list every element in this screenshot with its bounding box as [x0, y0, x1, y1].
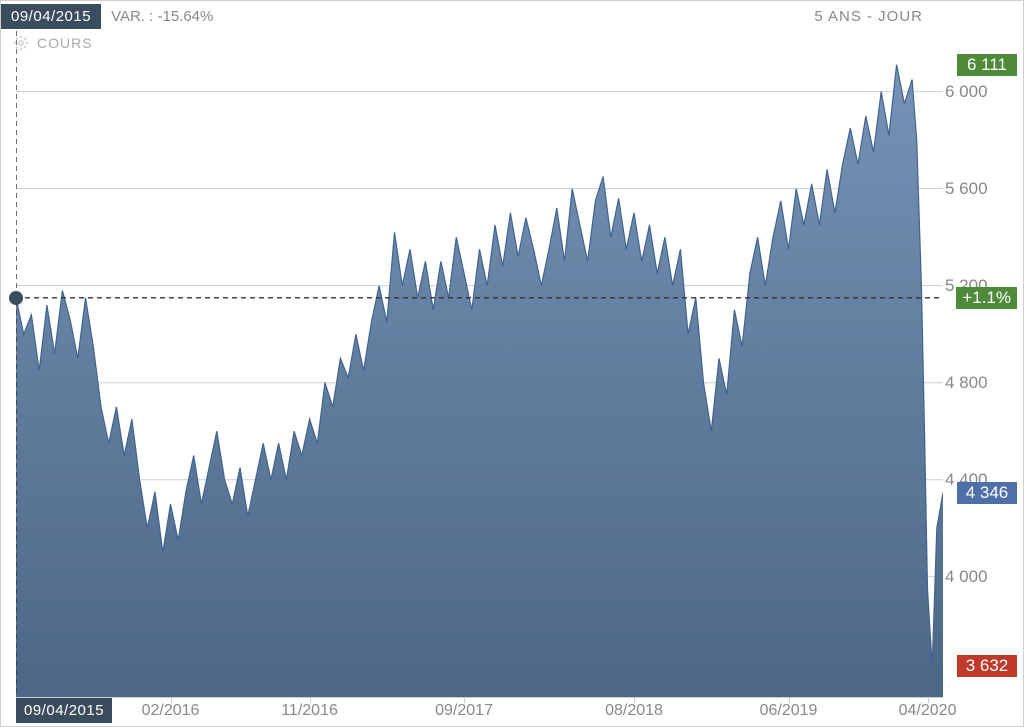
range-label: 5 ANS - JOUR	[814, 8, 923, 25]
x-tick-label: 04/2020	[899, 702, 957, 720]
reference-dot	[9, 291, 23, 305]
y-tick-label: 4 800	[945, 373, 1017, 393]
x-tick-label: 02/2016	[142, 702, 200, 720]
x-cursor-pill: 09/04/2015	[16, 698, 112, 723]
y-tick-label: 4 000	[945, 567, 1017, 587]
x-tick-label: 08/2018	[605, 702, 663, 720]
x-axis: 09/04/2015 02/2016 11/2016 09/2017 08/2018 0…	[16, 697, 943, 726]
cursor-date-pill: 09/04/2015	[1, 4, 101, 29]
price-tag: +1.1%	[956, 287, 1017, 309]
y-tick-label: 6 000	[945, 82, 1017, 102]
y-tick-label: 5 600	[945, 179, 1017, 199]
price-tag: 3 632	[957, 655, 1017, 677]
price-tag: 4 346	[957, 482, 1017, 504]
x-tick-label: 11/2016	[281, 702, 338, 720]
price-tag: 6 111	[957, 54, 1017, 76]
plot-area[interactable]	[16, 31, 943, 698]
variation-value: -15.64%	[157, 8, 213, 25]
x-tick-label: 09/2017	[435, 702, 493, 720]
y-axis: 4 0004 4004 8005 2005 6006 0006 111+1.1%…	[945, 31, 1017, 698]
variation-label: VAR. : -15.64%	[111, 8, 213, 25]
variation-prefix: VAR. :	[111, 8, 157, 25]
chart-header: 09/04/2015 VAR. : -15.64% 5 ANS - JOUR	[1, 1, 1023, 31]
x-tick-label: 06/2019	[760, 702, 818, 720]
stock-chart: 09/04/2015 VAR. : -15.64% 5 ANS - JOUR C…	[0, 0, 1024, 727]
plot-svg	[16, 31, 943, 698]
